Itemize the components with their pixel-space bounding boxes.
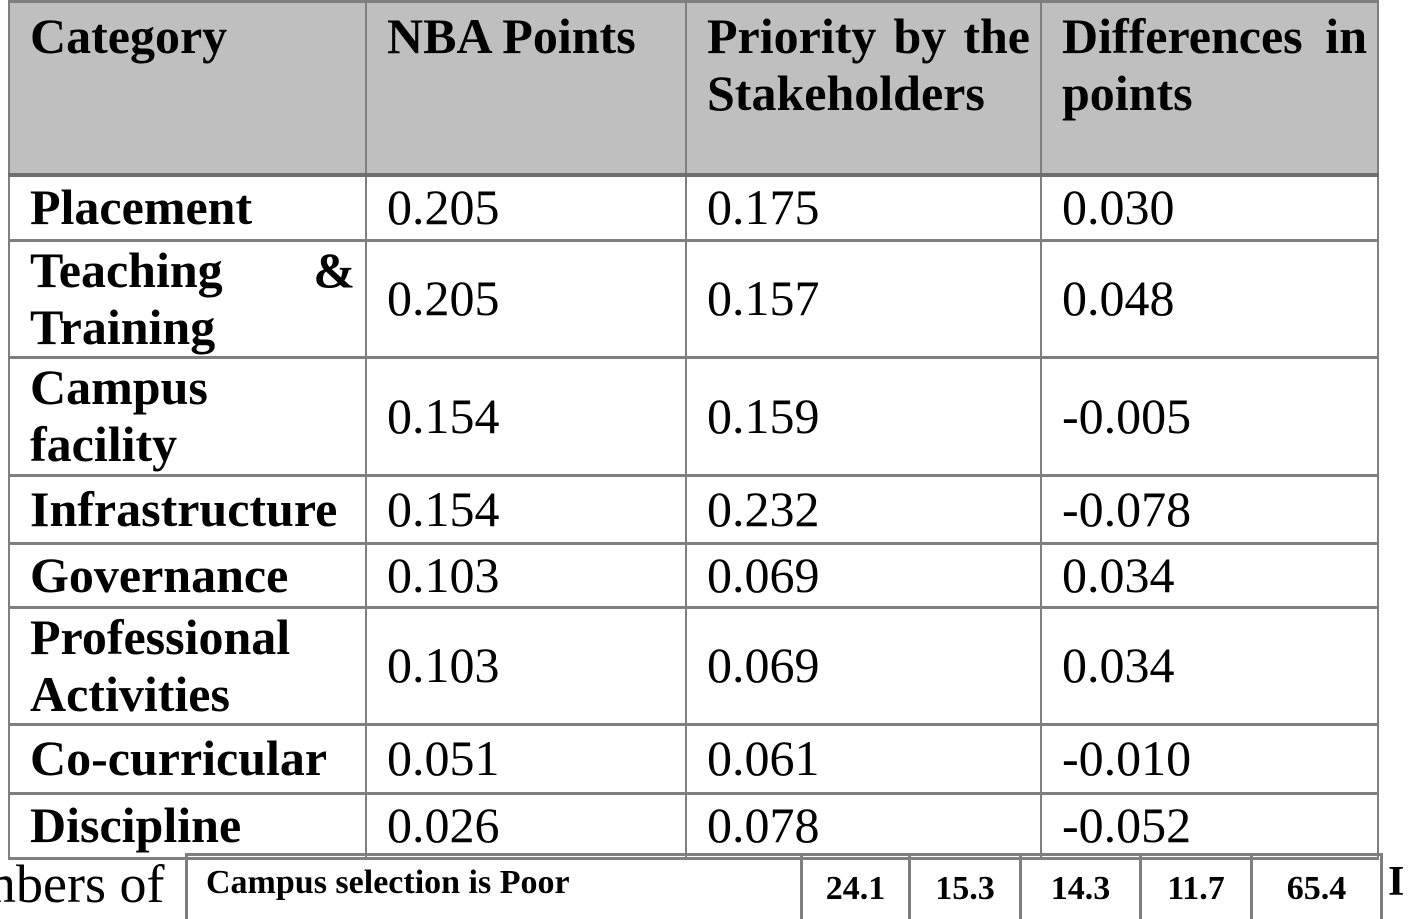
table-row: Infrastructure 0.154 0.232 -0.078 <box>8 473 1379 545</box>
row-category: Teaching & Training <box>8 238 367 359</box>
row-category: Professional Activities <box>8 605 367 726</box>
table-row: Campus facility 0.154 0.159 -0.005 <box>8 355 1379 477</box>
row-nba-points: 0.103 <box>365 605 687 726</box>
bottom-row-label: Campus selection is Poor <box>185 853 803 919</box>
header-differences: Differences in points <box>1040 0 1379 177</box>
table-row: Campus selection is Poor 24.1 15.3 14.3 … <box>185 853 1383 919</box>
row-nba-points: 0.205 <box>365 173 687 242</box>
row-difference: -0.078 <box>1040 473 1379 545</box>
row-difference: -0.005 <box>1040 355 1379 477</box>
row-category: Placement <box>8 173 367 242</box>
header-category: Category <box>8 0 367 177</box>
row-category: Discipline <box>8 791 367 860</box>
bottom-row-value: 24.1 <box>800 853 911 919</box>
table-row: Co-curricular 0.051 0.061 -0.010 <box>8 722 1379 795</box>
row-nba-points: 0.026 <box>365 791 687 860</box>
table-header-row: Category NBA Points Priority by the Stak… <box>8 0 1379 177</box>
table-row: Teaching & Training 0.205 0.157 0.048 <box>8 238 1379 359</box>
table-row: Placement 0.205 0.175 0.030 <box>8 173 1379 242</box>
row-nba-points: 0.205 <box>365 238 687 359</box>
row-nba-points: 0.154 <box>365 473 687 545</box>
row-difference: -0.052 <box>1040 791 1379 860</box>
row-nba-points: 0.051 <box>365 722 687 795</box>
row-category: Governance <box>8 541 367 609</box>
row-category: Campus facility <box>8 355 367 477</box>
row-category: Co-curricular <box>8 722 367 795</box>
bottom-row-value: 65.4 <box>1250 853 1383 919</box>
row-priority: 0.232 <box>685 473 1042 545</box>
bottom-partial-table: Campus selection is Poor 24.1 15.3 14.3 … <box>185 853 1383 919</box>
row-difference: 0.034 <box>1040 541 1379 609</box>
row-priority: 0.175 <box>685 173 1042 242</box>
header-nba-points: NBA Points <box>365 0 687 177</box>
row-difference: 0.048 <box>1040 238 1379 359</box>
bottom-row-value: 15.3 <box>908 853 1022 919</box>
table-row: Governance 0.103 0.069 0.034 <box>8 541 1379 609</box>
row-category: Infrastructure <box>8 473 367 545</box>
nba-points-table: Category NBA Points Priority by the Stak… <box>8 0 1379 860</box>
row-priority: 0.157 <box>685 238 1042 359</box>
row-nba-points: 0.154 <box>365 355 687 477</box>
row-priority: 0.061 <box>685 722 1042 795</box>
clipped-body-text: mbers of <box>0 854 165 914</box>
table-row: Professional Activities 0.103 0.069 0.03… <box>8 605 1379 726</box>
clipped-right-cell-text: I <box>1388 859 1405 905</box>
row-nba-points: 0.103 <box>365 541 687 609</box>
table-row: Discipline 0.026 0.078 -0.052 <box>8 791 1379 860</box>
row-difference: -0.010 <box>1040 722 1379 795</box>
row-priority: 0.069 <box>685 541 1042 609</box>
bottom-row-value: 11.7 <box>1139 853 1253 919</box>
row-difference: 0.030 <box>1040 173 1379 242</box>
row-priority: 0.159 <box>685 355 1042 477</box>
bottom-row-value: 14.3 <box>1019 853 1142 919</box>
row-priority: 0.069 <box>685 605 1042 726</box>
row-priority: 0.078 <box>685 791 1042 860</box>
row-difference: 0.034 <box>1040 605 1379 726</box>
header-priority-stakeholders: Priority by the Stakeholders <box>685 0 1042 177</box>
